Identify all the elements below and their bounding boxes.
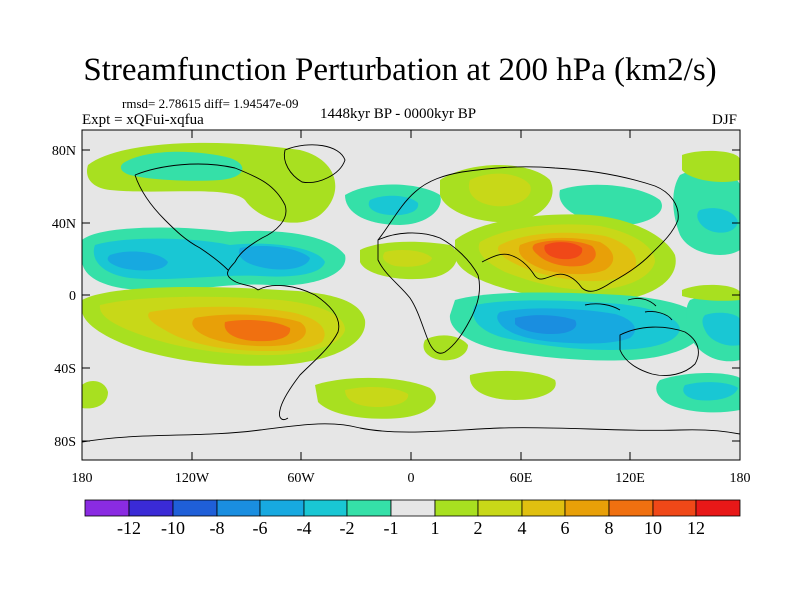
lon-label: 180: [730, 471, 751, 486]
contour-spacific-negative-core: [702, 312, 740, 346]
contour-pacific-negative-core: [107, 251, 168, 271]
contour-greenland-negative: [120, 151, 243, 181]
contour-s-atlantic-positive: [423, 335, 468, 361]
colorbar-swatch: [608, 499, 654, 517]
lon-label: 120E: [615, 471, 645, 486]
lon-label: 120W: [175, 471, 210, 486]
colorbar-swatch: [695, 499, 741, 517]
colorbar-label: -10: [161, 518, 185, 538]
lat-label: 80N: [52, 144, 76, 159]
colorbar-label: 8: [604, 518, 614, 538]
coast-eurasia: [377, 166, 679, 292]
colorbar-swatch: [434, 499, 479, 517]
colorbar-swatch: [521, 499, 566, 517]
contour-southern-ocean-positive-core: [345, 386, 409, 407]
lon-label: 60E: [510, 471, 533, 486]
chart-title: Streamfunction Perturbation at 200 hPa (…: [83, 52, 717, 88]
colorbar-label: -4: [296, 518, 312, 538]
lat-label: 40N: [52, 217, 76, 232]
colorbar-label: -6: [252, 518, 268, 538]
lat-axis: [82, 149, 740, 442]
colorbar-swatch: [128, 499, 174, 517]
coast-maritime-continent: [584, 297, 673, 321]
colorbar-label: -2: [339, 518, 355, 538]
coast-africa: [377, 232, 481, 354]
colorbar-swatch: [652, 499, 697, 517]
colorbar-swatch: [303, 499, 348, 517]
lat-label: 0: [69, 289, 76, 304]
lon-label: 180: [72, 471, 93, 486]
season-label: DJF: [712, 112, 738, 128]
lon-label: 60W: [287, 471, 315, 486]
contour-indian-negative-core: [515, 315, 577, 334]
colorbar-swatch: [477, 499, 523, 517]
contour-asia-positive-core: [544, 242, 583, 260]
colorbar-label: 2: [473, 518, 483, 538]
colorbar-swatch: [259, 499, 305, 517]
lat-label: 80S: [54, 435, 76, 450]
coast-south-america: [257, 284, 340, 421]
colorbar-label: 1: [430, 518, 440, 538]
experiment-label: Expt = xQFui-xqfua: [82, 112, 204, 128]
coast-north-america: [134, 163, 287, 291]
coastlines: [82, 144, 740, 443]
contour-s-indian-positive: [469, 370, 556, 400]
lon-axis: [191, 130, 631, 460]
coast-australia: [619, 326, 699, 376]
colorbar: [84, 499, 741, 517]
contour-ural-positive-core: [468, 173, 531, 207]
colorbar-label: 10: [644, 518, 662, 538]
colorbar-label: -12: [117, 518, 141, 538]
colorbar-swatch: [346, 499, 392, 517]
contour-nepacific-positive: [682, 150, 740, 182]
contour-sw-pacific-negative-core: [683, 382, 738, 401]
colorbar-label: 4: [517, 518, 527, 538]
contour-npacific-negative-core: [697, 208, 738, 233]
contour-s-pacific-positive: [82, 380, 108, 409]
colorbar-label: -8: [209, 518, 225, 538]
contour-africa-positive-core: [383, 250, 432, 267]
colorbar-label: 6: [560, 518, 570, 538]
lon-label: 0: [408, 471, 415, 486]
colorbar-swatch: [390, 499, 436, 517]
colorbar-label: -1: [383, 518, 399, 538]
contour-sh-positive-core: [224, 320, 291, 342]
stats-label: rmsd= 2.78615 diff= 1.94547e-09: [122, 96, 299, 111]
contour-ne-pacific-positive: [682, 284, 740, 301]
contour-field: [82, 130, 740, 460]
colorbar-label: 12: [687, 518, 705, 538]
colorbar-swatch: [84, 499, 130, 517]
contour-europe-negative-core: [368, 195, 419, 216]
colorbar-swatch: [564, 499, 610, 517]
period-label: 1448kyr BP - 0000kyr BP: [320, 106, 477, 122]
colorbar-swatch: [172, 499, 218, 517]
lat-label: 40S: [54, 362, 76, 377]
coast-greenland: [283, 144, 346, 183]
contour-subtropical-negative-core: [238, 246, 310, 270]
coast-antarctica: [82, 423, 740, 443]
colorbar-swatch: [216, 499, 261, 517]
